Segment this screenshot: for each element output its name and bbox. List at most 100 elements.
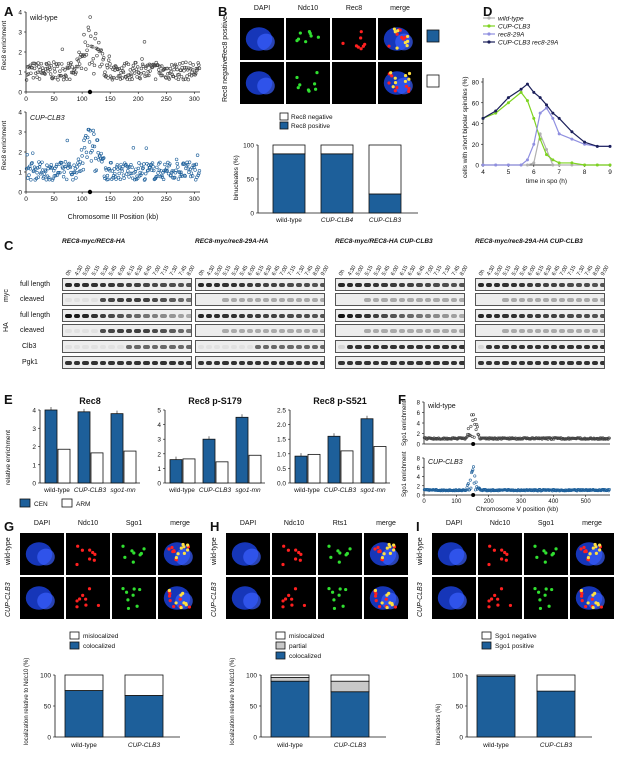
blot-band [526,345,533,349]
data-point [85,43,90,48]
data-point [608,144,612,148]
blot-band [494,361,501,365]
data-point [159,73,163,78]
y-tick-label: 100 [452,673,463,680]
spot [393,30,397,34]
blot-band [599,314,604,318]
panel-letter: B [218,4,228,19]
blot-band [398,314,406,318]
spot [184,603,188,607]
spot [304,40,308,44]
blot-band [433,329,440,333]
blot-band [534,314,541,318]
blot-band [364,345,371,349]
spot [77,597,82,601]
blot-band [169,283,176,287]
spot [579,547,583,551]
spot [588,552,592,556]
blot-band [279,314,286,318]
bar [270,677,310,682]
panel-letter: G [4,519,15,534]
data-point [466,482,470,486]
data-point [163,162,167,167]
micrograph-image [272,533,316,575]
blot-band [125,345,133,349]
blot-band [246,314,253,318]
blot-band [494,345,501,349]
data-point [102,56,106,60]
spot [396,29,400,33]
blot-band [398,283,406,287]
data-point [118,166,122,170]
micrograph-image [478,533,522,575]
spot [121,544,125,548]
blot-band [502,329,509,333]
data-point [545,153,548,157]
spot [542,549,546,553]
spot [84,603,88,607]
data-point [160,173,164,178]
bar [272,144,306,155]
data-point [570,161,574,165]
spot [75,605,79,609]
data-point [58,69,62,73]
x-tick-label: 100 [451,499,462,505]
blot-band [442,314,449,318]
blot-band [372,283,380,287]
data-point [63,68,67,72]
spot [88,557,92,561]
micrograph-image [240,18,284,60]
data-point [45,163,49,167]
spot [176,552,180,556]
data-point [195,67,200,71]
spot [582,545,586,550]
data-point [92,144,97,149]
data-point [163,75,168,79]
data-point [57,74,61,78]
data-point [102,174,107,178]
spot [401,37,405,41]
data-point [545,103,548,107]
blot-band [381,314,388,318]
blot-band [407,314,414,318]
blot-band [222,361,229,365]
spot [84,597,88,601]
micrograph-image [524,533,568,575]
blot-strip [335,324,465,337]
y-tick-label: 1.5 [277,437,286,444]
blot-band [117,283,124,287]
blot-band [246,345,253,349]
spot [93,552,97,556]
data-point [481,116,485,120]
data-point [160,73,165,78]
micrograph-signal [533,586,554,611]
bar [270,680,310,738]
data-point [136,166,141,171]
spot [87,587,92,591]
data-point [31,76,36,80]
category-label: wild-type [70,742,97,749]
y-tick-label: 3 [18,30,22,37]
spot [499,587,504,591]
data-point [109,161,113,165]
blot-band [169,361,176,365]
blot-strip [335,340,465,353]
data-point [61,166,65,171]
data-point [78,160,82,164]
spot [186,543,190,547]
blot-band [222,329,229,333]
data-point [113,171,117,176]
y-tick-label: 2 [18,150,22,157]
category-label: CUP-CLB4 [321,217,354,224]
data-point [155,174,160,178]
x-tick-label: 4 [481,169,485,176]
blot-band [583,298,590,302]
blot-band [364,329,371,333]
data-point [551,158,555,162]
blot-band [143,298,150,302]
spot [533,544,537,548]
blot-band [230,314,237,318]
micrograph-signal [327,586,348,611]
blot-band [319,345,324,349]
data-point [95,138,100,142]
